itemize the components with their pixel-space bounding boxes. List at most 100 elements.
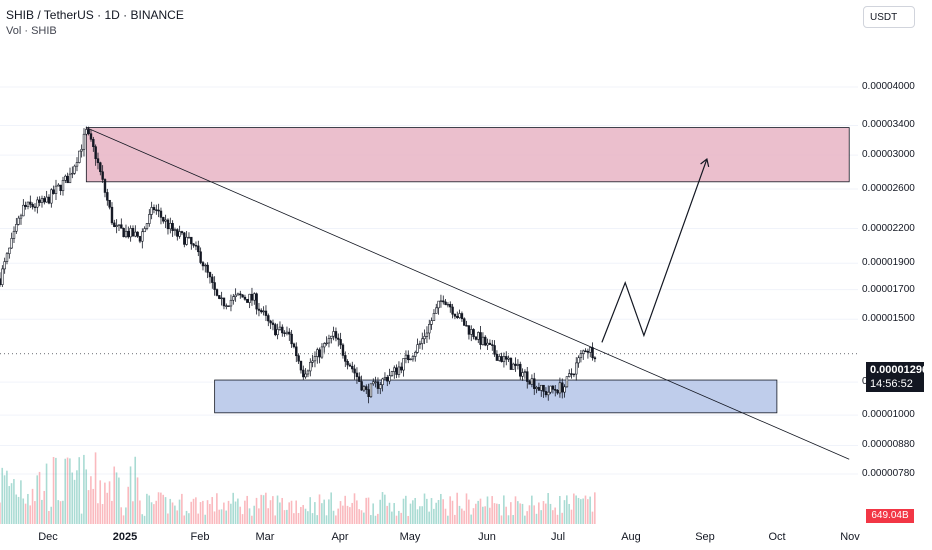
volume-bar [472, 508, 475, 524]
volume-bar [57, 500, 60, 524]
candle-body [470, 329, 473, 335]
volume-bar [202, 500, 204, 524]
volume-bar [55, 457, 57, 524]
candle-body [278, 326, 282, 330]
volume-bar [514, 496, 517, 524]
volume-bar [244, 500, 246, 524]
candle-body [439, 300, 443, 302]
volume-bar [150, 502, 153, 524]
candle-body [344, 355, 347, 362]
volume-bar [293, 513, 295, 524]
volume-bar [59, 501, 62, 524]
volume-bar [442, 499, 444, 524]
volume-bar [386, 505, 388, 524]
volume-bar [73, 479, 76, 524]
candle-body [148, 214, 151, 224]
candle-body [437, 300, 440, 309]
volume-bar [239, 506, 241, 524]
candle-body [488, 342, 492, 345]
volume-bar [561, 512, 563, 524]
volume-bar [99, 480, 102, 524]
volume-bar [503, 495, 505, 524]
candle-body [64, 175, 67, 181]
candle-body [311, 360, 314, 363]
candle-body [302, 369, 305, 378]
candle-body [190, 236, 193, 245]
volume-bar [486, 496, 489, 524]
projection-path [601, 158, 708, 343]
candle-body [89, 133, 93, 140]
volume-bar [351, 502, 353, 524]
candle-body [225, 305, 228, 307]
volume-bar [246, 495, 248, 524]
candle-body [521, 372, 524, 377]
volume-bar [125, 507, 127, 524]
volume-bar [335, 515, 337, 524]
candle-body [404, 354, 408, 359]
candle-body [0, 278, 2, 285]
candles [0, 126, 597, 404]
candle-body [78, 150, 81, 163]
candle-body [248, 293, 251, 303]
candle-body [306, 370, 310, 375]
candle-body [152, 207, 156, 211]
candle-body [281, 326, 284, 334]
candle-body [472, 329, 475, 338]
candle-body [486, 342, 489, 346]
candle-body [180, 231, 184, 234]
volume-bar [409, 503, 412, 524]
candle-body [446, 303, 450, 306]
candle-body [283, 332, 286, 334]
volume-bar [204, 514, 207, 524]
candle-body [528, 381, 531, 385]
volume-bar [288, 502, 290, 524]
volume-bar [255, 497, 258, 524]
volume-bar [132, 501, 134, 524]
volume-bar [419, 506, 421, 524]
volume-bar [505, 506, 507, 524]
volume-bar [146, 493, 148, 524]
volume-bar [463, 510, 465, 524]
candle-body [421, 338, 424, 344]
volume-bar [48, 511, 50, 524]
candle-body [330, 335, 333, 339]
candle-body [271, 322, 275, 325]
volume-bar [533, 505, 535, 524]
volume-bar [309, 497, 311, 524]
volume-bar [143, 515, 146, 524]
volume-bar [405, 495, 407, 524]
volume-bar [113, 466, 116, 524]
candle-body [453, 313, 457, 317]
volume-bar [540, 510, 542, 524]
volume-bar [528, 505, 531, 524]
candle-body [40, 198, 44, 203]
volume-bar [435, 502, 437, 524]
volume-bar [491, 496, 493, 524]
candle-body [80, 148, 83, 152]
candle-body [563, 386, 566, 393]
candle-body [71, 172, 74, 175]
candle-body [477, 332, 480, 340]
volume-bar [454, 514, 456, 524]
candle-body [586, 350, 590, 353]
candle-body [316, 349, 319, 357]
volume-bar [559, 495, 561, 524]
candle-body [456, 315, 459, 318]
volume-bar [575, 495, 577, 524]
volume-bar [470, 514, 472, 524]
candle-body [530, 378, 534, 385]
candle-body [103, 179, 107, 193]
volume-bar [260, 494, 262, 524]
volume-bar [370, 515, 372, 524]
volume-bar [92, 488, 95, 524]
candle-body [138, 236, 142, 242]
candle-body [274, 324, 277, 336]
candle-body [430, 320, 433, 325]
candle-body [204, 264, 207, 267]
volume-bar [85, 469, 88, 524]
currency-button[interactable]: USDT [863, 6, 915, 28]
candle-body [549, 385, 552, 393]
candle-body [166, 219, 170, 230]
volume-bar [372, 503, 374, 524]
